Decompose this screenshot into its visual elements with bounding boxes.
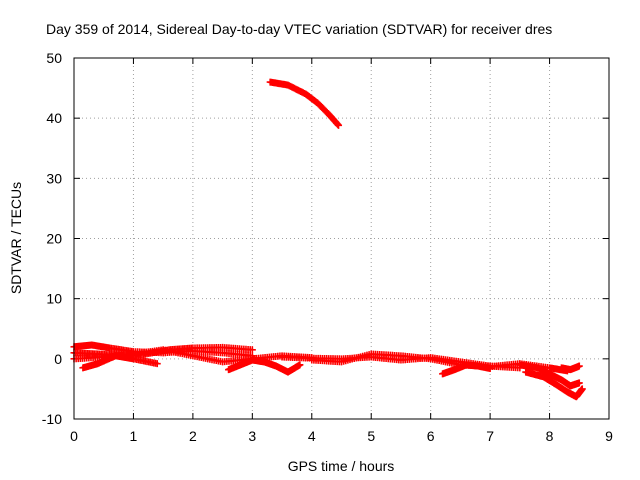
- data-point: [335, 121, 343, 129]
- series-arc-9: [439, 361, 494, 378]
- chart-title: Day 359 of 2014, Sidereal Day-to-day VTE…: [46, 21, 552, 37]
- data-point: [486, 364, 494, 372]
- x-tick-label: 4: [308, 428, 316, 444]
- y-tick-label: 0: [54, 351, 62, 367]
- data-point: [248, 346, 256, 354]
- data-point: [575, 362, 583, 370]
- x-axis-label: GPS time / hours: [288, 458, 395, 474]
- plot-frame: [73, 57, 610, 420]
- series-arc-8: [308, 350, 571, 375]
- gridlines: [74, 58, 609, 419]
- y-tick-label: 50: [46, 50, 62, 66]
- x-tick-label: 2: [189, 428, 197, 444]
- series-arc-11: [522, 368, 586, 401]
- y-tick-label: 30: [46, 170, 62, 186]
- data-point: [575, 379, 583, 387]
- x-tick-label: 1: [130, 428, 138, 444]
- data-point: [578, 385, 586, 393]
- series-arc-10: [516, 361, 583, 390]
- x-tick-label: 0: [70, 428, 78, 444]
- series-arc-12: [557, 362, 583, 374]
- x-tick-label: 8: [546, 428, 554, 444]
- series-arc-4: [70, 346, 316, 366]
- x-tick-label: 3: [248, 428, 256, 444]
- y-axis-label: SDTVAR / TECUs: [8, 182, 24, 294]
- x-tick-label: 5: [367, 428, 375, 444]
- data-points: [70, 78, 586, 401]
- y-tick-labels: -10 0 10 20 30 40 50: [42, 50, 62, 427]
- x-tick-label: 9: [605, 428, 613, 444]
- y-tick-label: 10: [46, 291, 62, 307]
- data-point: [153, 360, 161, 368]
- x-tick-label: 7: [486, 428, 494, 444]
- series-arc-6: [266, 78, 343, 129]
- y-tick-label: -10: [42, 411, 62, 427]
- series-arc-5: [225, 356, 304, 376]
- x-tick-labels: 0 1 2 3 4 5 6 7 8 9: [70, 428, 613, 444]
- data-point: [296, 361, 304, 369]
- y-tick-label: 20: [46, 231, 62, 247]
- x-tick-label: 6: [427, 428, 435, 444]
- y-tick-label: 40: [46, 110, 62, 126]
- axis-ticks: [73, 57, 610, 420]
